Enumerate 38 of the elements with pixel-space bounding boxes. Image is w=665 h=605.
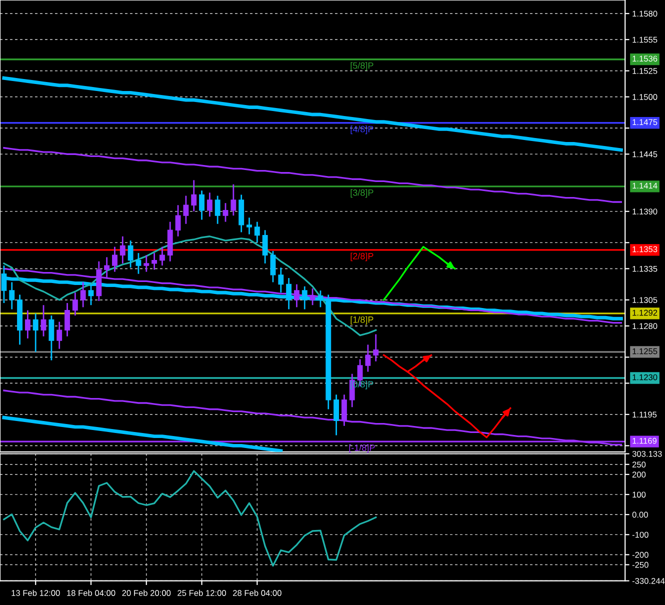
- text: 1.1169: [632, 438, 657, 444]
- y-tick-label: 1.1280: [632, 323, 658, 330]
- text: 1.1353: [632, 246, 658, 252]
- text: 1.1255: [632, 348, 658, 354]
- y-tick-label: 1.1305: [632, 297, 658, 304]
- ref-line-label: [5/8]P: [350, 62, 374, 71]
- text: 1.1230: [632, 374, 658, 380]
- y-tick-label: 1.1525: [632, 68, 658, 74]
- y-tick-label: -200: [632, 552, 648, 558]
- y-tick-label: 200: [632, 472, 646, 478]
- y-tick-label: 0.00: [632, 512, 648, 518]
- y-tick-label: 1.1500: [632, 94, 658, 100]
- y-tick-label: -330.244: [632, 578, 665, 584]
- y-tick-label: 1.1445: [632, 151, 658, 158]
- y-tick-label: 100: [632, 492, 646, 498]
- y-tick-label: 1.1580: [632, 10, 658, 17]
- ref-line-label: [-1/8]P: [349, 444, 375, 453]
- y-tick-label: -100: [632, 532, 648, 538]
- x-tick-label: 25 Feb 12:00: [178, 590, 226, 596]
- x-tick-label: 28 Feb 04:00: [233, 590, 282, 596]
- y-tick-label: 303.133: [632, 450, 662, 457]
- text: 1.1414: [632, 182, 658, 189]
- ref-line-label: [3/8]P: [350, 189, 374, 198]
- text: 1.1475: [632, 119, 658, 126]
- x-tick-label: 20 Feb 20:00: [122, 590, 171, 596]
- x-tick-label: 13 Feb 12:00: [12, 590, 60, 596]
- ref-line-label: [4/8]P: [350, 126, 374, 134]
- y-tick-label: 1.1195: [632, 412, 657, 418]
- x-tick-label: 18 Feb 04:00: [67, 590, 116, 596]
- ref-line-label: [2/8]P: [350, 252, 374, 262]
- ref-line-label: [1/8]P: [350, 316, 374, 325]
- text: 1.1292: [632, 310, 658, 316]
- y-tick-label: 1.1335: [632, 266, 658, 272]
- y-tick-label: 250: [632, 462, 646, 468]
- y-tick-label: -250: [632, 562, 648, 568]
- y-tick-label: 1.1390: [632, 208, 658, 214]
- text: 1.1536: [632, 56, 658, 62]
- y-tick-label: 1.1555: [632, 36, 658, 43]
